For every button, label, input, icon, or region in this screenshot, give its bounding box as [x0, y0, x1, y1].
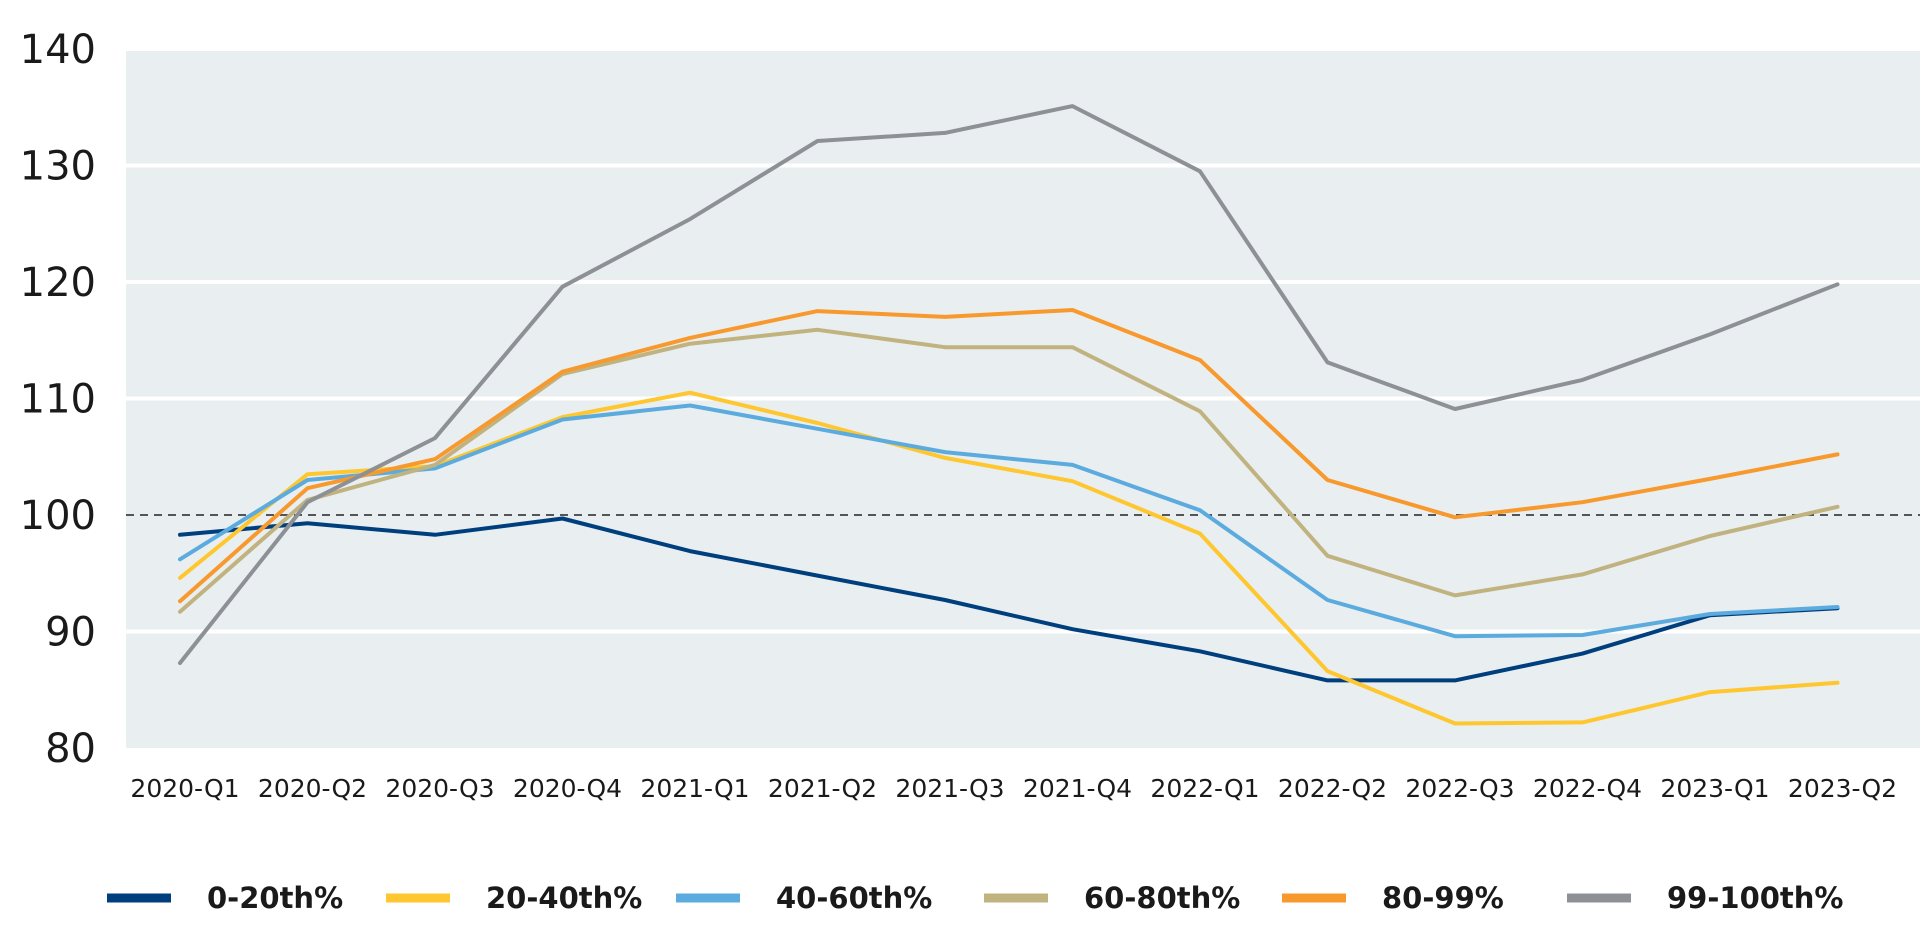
y-tick-label: 90: [45, 610, 96, 656]
y-tick-label: 140: [20, 27, 96, 73]
x-axis-ticks: 2020-Q1 2020-Q2 2020-Q3 2020-Q4 2021-Q1 2021-…: [130, 774, 1897, 803]
gridlines: [126, 47, 1920, 634]
x-tick-label: 2021-Q2: [768, 774, 877, 803]
legend-label: 80-99%: [1382, 881, 1504, 915]
series-line-80-99%: [178, 308, 1840, 604]
series-line-20-40th%: [178, 390, 1840, 726]
x-tick-label: 2021-Q1: [640, 774, 749, 803]
y-tick-label: 80: [45, 726, 96, 772]
legend-item: 40-60th%: [676, 881, 932, 915]
legend: 0-20th% 20-40th% 40-60th% 60-80th% 80-99% 99-…: [107, 881, 1844, 915]
y-axis-ticks: 80 90 100 110 120 130 140: [20, 27, 96, 772]
series-lines: [178, 104, 1840, 726]
legend-item: 0-20th%: [107, 881, 343, 915]
x-tick-label: 2020-Q3: [385, 774, 494, 803]
legend-item: 20-40th%: [386, 881, 642, 915]
y-tick-label: 120: [20, 260, 96, 306]
y-tick-label: 110: [20, 377, 96, 423]
series-line-99-100th%: [178, 104, 1840, 665]
x-tick-label: 2021-Q3: [895, 774, 1004, 803]
series-line-60-80th%: [178, 327, 1840, 614]
series-line-0-20th%: [178, 516, 1840, 683]
legend-label: 0-20th%: [207, 881, 343, 915]
legend-label: 99-100th%: [1667, 881, 1844, 915]
x-tick-label: 2022-Q1: [1150, 774, 1259, 803]
x-tick-label: 2022-Q2: [1278, 774, 1387, 803]
x-tick-label: 2020-Q1: [130, 774, 239, 803]
x-tick-label: 2023-Q1: [1660, 774, 1769, 803]
legend-item: 80-99%: [1282, 881, 1504, 915]
legend-label: 40-60th%: [776, 881, 932, 915]
legend-label: 20-40th%: [486, 881, 642, 915]
x-tick-label: 2022-Q4: [1533, 774, 1642, 803]
legend-item: 60-80th%: [984, 881, 1240, 915]
legend-item: 99-100th%: [1567, 881, 1844, 915]
x-tick-label: 2022-Q3: [1405, 774, 1514, 803]
series-line-40-60th%: [178, 403, 1840, 639]
y-tick-label: 100: [20, 493, 96, 539]
legend-label: 60-80th%: [1084, 881, 1240, 915]
x-tick-label: 2021-Q4: [1023, 774, 1132, 803]
x-tick-label: 2020-Q4: [513, 774, 622, 803]
y-tick-label: 130: [20, 144, 96, 190]
x-tick-label: 2023-Q2: [1788, 774, 1897, 803]
x-tick-label: 2020-Q2: [258, 774, 367, 803]
